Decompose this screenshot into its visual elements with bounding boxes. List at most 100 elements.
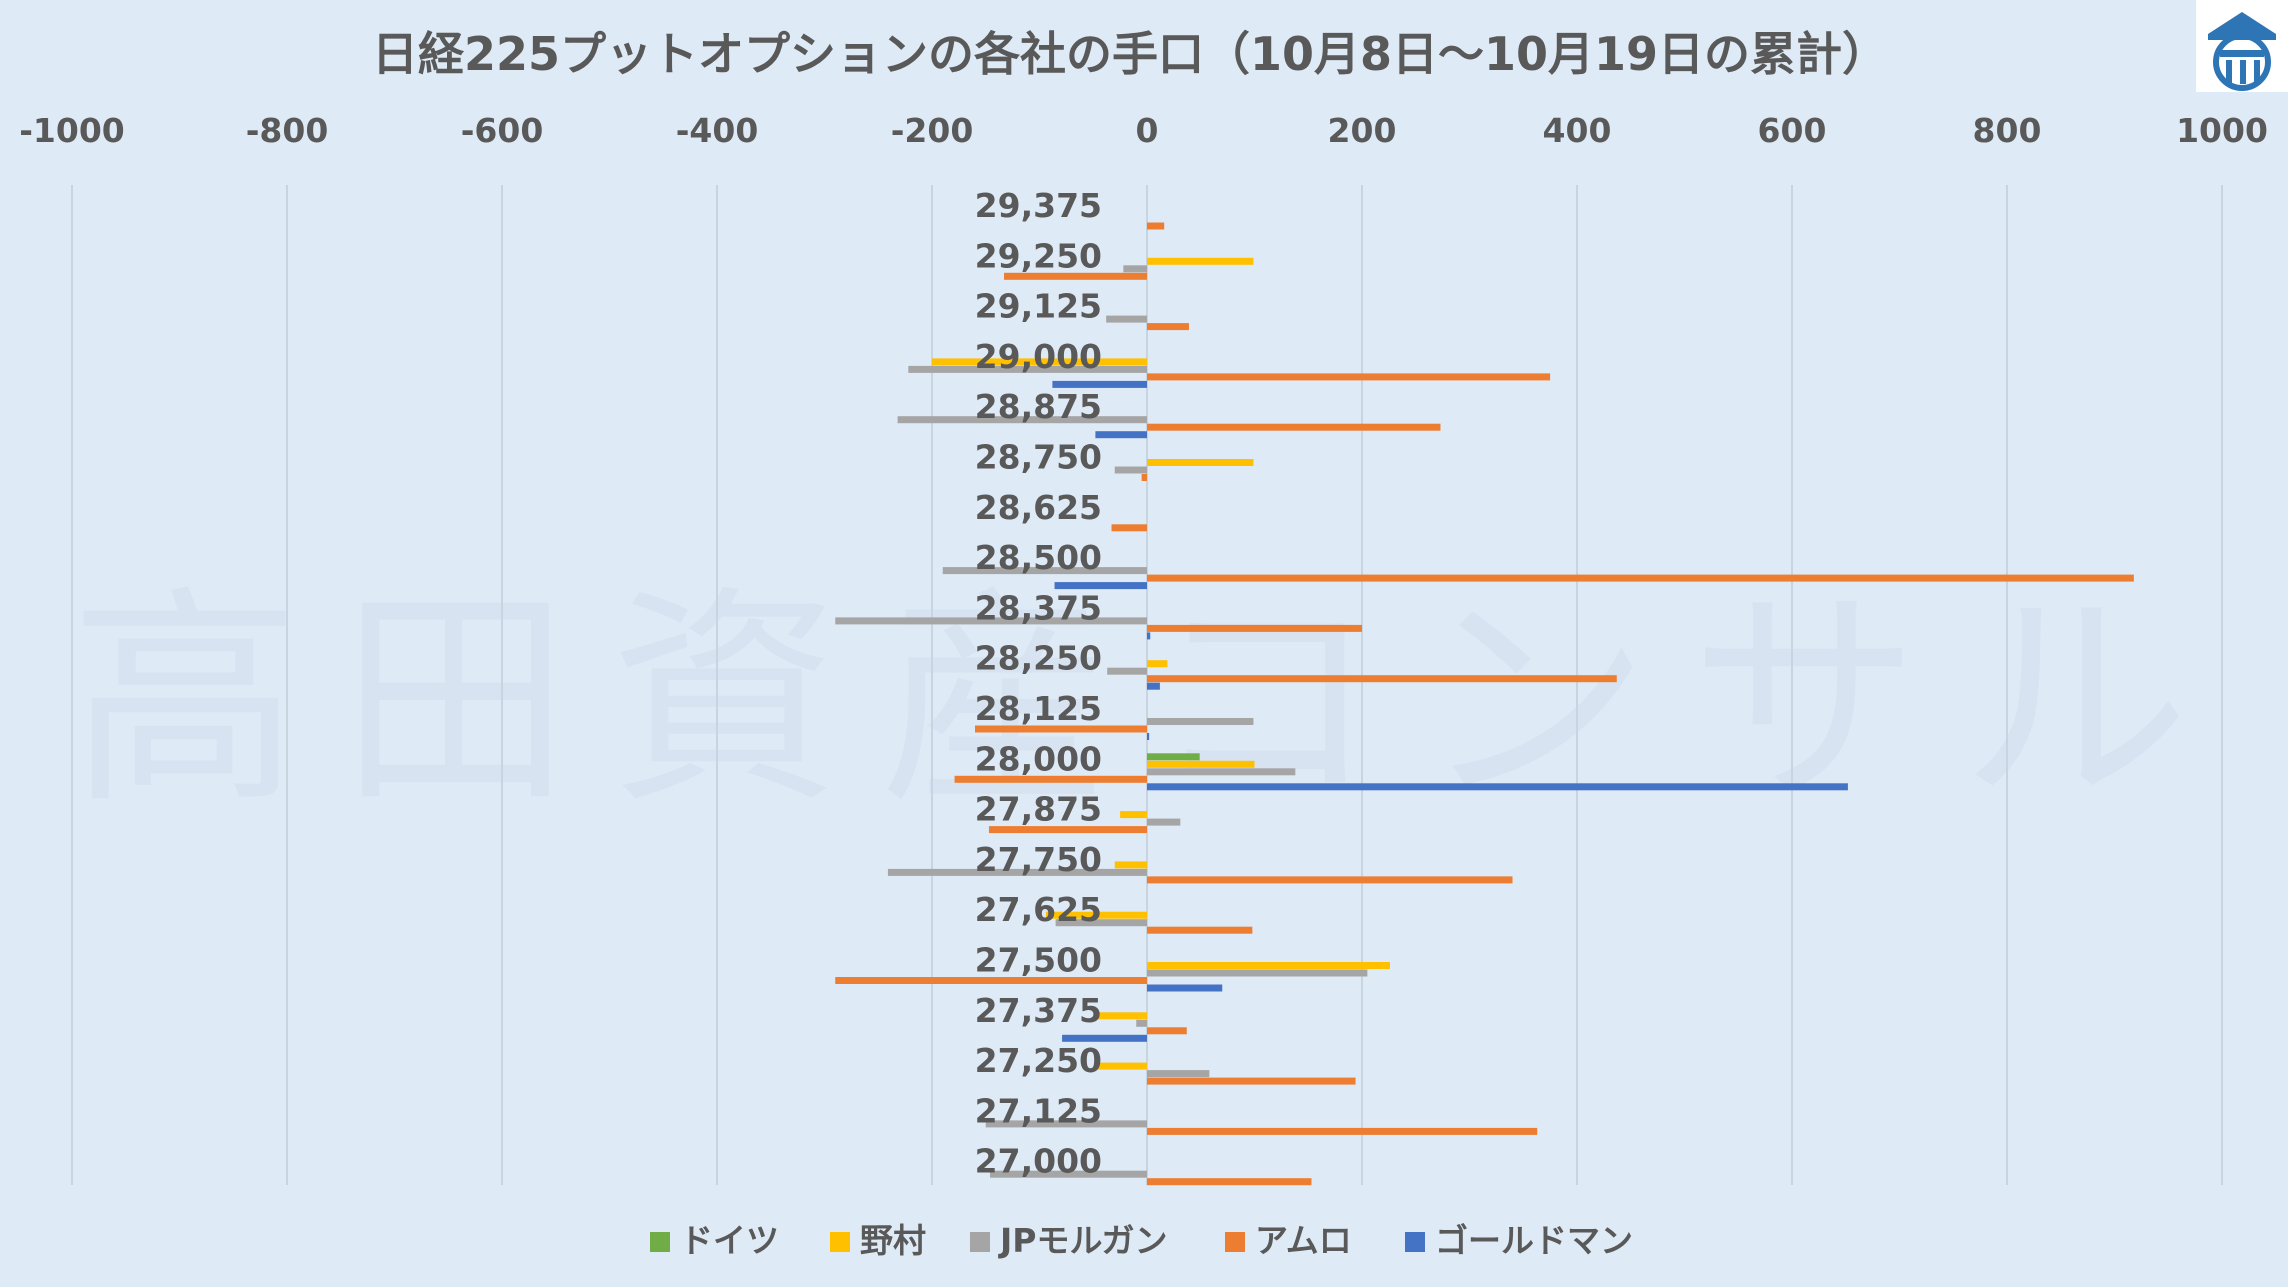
bar-アムロ — [1147, 675, 1617, 683]
bars — [835, 222, 2134, 1186]
legend-swatch — [1225, 1232, 1245, 1252]
bar-JPモルガン — [908, 365, 1147, 373]
legend-label: ゴールドマン — [1435, 1221, 1633, 1260]
bar-野村 — [1114, 861, 1147, 869]
category-label: 27,750 — [975, 840, 1102, 879]
legend-label: ドイツ — [680, 1221, 779, 1260]
bar-アムロ — [1147, 876, 1513, 884]
bar-JPモルガン — [985, 1120, 1147, 1128]
bar-アムロ — [1141, 474, 1147, 481]
bar-JPモルガン — [1106, 315, 1147, 323]
legend-swatch — [970, 1232, 990, 1252]
category-label: 29,125 — [975, 287, 1102, 326]
bar-野村 — [1097, 1062, 1147, 1070]
bar-ゴールドマン — [1095, 431, 1147, 439]
bar-野村 — [1147, 760, 1255, 768]
x-tick-label: -600 — [461, 111, 544, 150]
bar-ゴールドマン — [1062, 1034, 1147, 1042]
bar-野村 — [1147, 962, 1390, 969]
bar-JPモルガン — [835, 617, 1147, 625]
category-label: 27,250 — [975, 1041, 1102, 1080]
category-label: 28,000 — [975, 739, 1102, 778]
chart-title: 日経225プットオプションの各社の手口（10月8日～10月19日の累計） — [372, 27, 1888, 81]
bar-アムロ — [1147, 1027, 1187, 1035]
category-label: 27,375 — [975, 991, 1102, 1030]
bar-JPモルガン — [1055, 919, 1147, 927]
bar-ゴールドマン — [1052, 380, 1147, 388]
category-label: 29,000 — [975, 337, 1102, 376]
bar-ゴールドマン — [1147, 682, 1160, 690]
bar-アムロ — [835, 977, 1147, 984]
bar-JPモルガン — [1136, 1019, 1147, 1027]
bar-JPモルガン — [1147, 718, 1254, 725]
bar-アムロ — [1147, 222, 1165, 230]
x-tick-label: -800 — [246, 111, 329, 150]
category-label: 28,500 — [975, 538, 1102, 577]
bar-野村 — [1147, 459, 1254, 466]
category-label: 28,375 — [975, 588, 1102, 627]
bar-ゴールドマン — [1054, 582, 1147, 590]
bar-アムロ — [1147, 373, 1551, 381]
bar-アムロ — [1147, 1178, 1312, 1186]
bar-ゴールドマン — [1147, 733, 1150, 740]
category-label: 28,125 — [975, 689, 1102, 728]
category-label: 29,375 — [975, 186, 1102, 225]
bar-JPモルガン — [942, 567, 1147, 575]
bar-JPモルガン — [1107, 667, 1147, 675]
bar-アムロ — [1004, 272, 1147, 280]
legend-label: アムロ — [1255, 1221, 1352, 1260]
bar-野村 — [932, 358, 1147, 366]
bar-アムロ — [1147, 323, 1189, 331]
bar-ゴールドマン — [1147, 632, 1151, 640]
bar-JPモルガン — [1147, 1070, 1210, 1078]
x-tick-label: 1000 — [2176, 111, 2268, 150]
bar-アムロ — [954, 775, 1147, 783]
category-label: 27,875 — [975, 790, 1102, 829]
bar-ゴールドマン — [1147, 984, 1223, 992]
category-label: 28,875 — [975, 387, 1102, 426]
x-tick-label: 0 — [1136, 111, 1159, 150]
watermark-text: 高田資産コンサル — [70, 568, 2230, 835]
bar-ゴールドマン — [1147, 783, 1848, 791]
bar-アムロ — [1147, 423, 1441, 431]
bar-JPモルガン — [887, 868, 1147, 876]
bar-アムロ — [1147, 1127, 1538, 1135]
bar-アムロ — [1147, 1077, 1356, 1085]
bar-野村 — [1097, 1012, 1147, 1020]
bar-JPモルガン — [990, 1170, 1147, 1178]
x-axis-ticks: -1000 -800 -600 -400 -200 0 200 400 600 800 1000 — [19, 111, 2268, 150]
category-label: 27,000 — [975, 1142, 1102, 1181]
category-label: 27,625 — [975, 890, 1102, 929]
logo-icon — [2196, 0, 2288, 92]
bar-JPモルガン — [1114, 466, 1147, 474]
category-labels: 29,375 29,250 29,125 29,000 28,875 28,750 28,6… — [975, 186, 1102, 1181]
bar-野村 — [1147, 660, 1168, 668]
bar-アムロ — [975, 725, 1147, 733]
category-label: 29,250 — [975, 236, 1102, 275]
x-tick-label: -400 — [676, 111, 759, 150]
legend: ドイツ 野村 JPモルガン アムロ ゴールドマン — [650, 1221, 1633, 1260]
category-label: 28,250 — [975, 639, 1102, 678]
x-tick-label: 800 — [1973, 111, 2042, 150]
legend-label: 野村 — [860, 1221, 926, 1260]
bar-ドイツ — [1147, 753, 1200, 761]
bar-アムロ — [1147, 624, 1362, 632]
x-tick-label: 200 — [1328, 111, 1397, 150]
category-label: 27,500 — [975, 941, 1102, 980]
legend-swatch — [830, 1232, 850, 1252]
category-label: 28,750 — [975, 438, 1102, 477]
x-tick-label: 400 — [1543, 111, 1612, 150]
bar-アムロ — [988, 826, 1147, 834]
bar-JPモルガン — [1147, 969, 1368, 977]
legend-swatch — [650, 1232, 670, 1252]
bar-野村 — [1120, 811, 1147, 819]
bar-JPモルガン — [1147, 818, 1181, 826]
x-tick-label: -1000 — [19, 111, 125, 150]
legend-label: JPモルガン — [998, 1221, 1167, 1260]
bar-アムロ — [1111, 524, 1147, 532]
bar-野村 — [1147, 257, 1254, 265]
bar-野村 — [1045, 911, 1147, 919]
bar-JPモルガン — [1123, 265, 1147, 273]
bar-アムロ — [1147, 574, 2134, 582]
